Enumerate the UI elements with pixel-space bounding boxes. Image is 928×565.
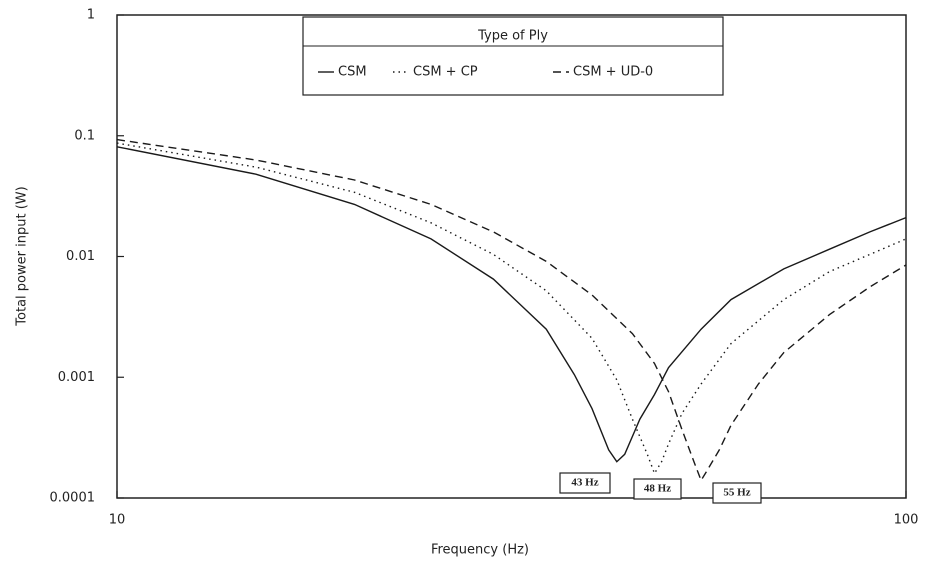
annotation-box [633,478,682,500]
annotation: 48 Hz [644,483,671,495]
y-tick-label: 0.0001 [50,491,96,506]
annotation: 55 Hz [723,487,750,499]
legend-label: CSM + UD-0 [573,65,653,80]
y-tick-label: 0.001 [58,370,95,385]
x-tick-label: 10 [109,513,126,528]
series-line [116,146,907,463]
x-axis-label: Frequency (Hz) [431,543,529,558]
legend-title: Type of Ply [477,29,548,44]
series-line [116,142,907,475]
legend-label: CSM + CP [413,65,478,80]
legend-box [302,16,724,96]
y-tick-label: 0.01 [66,249,95,264]
legend-label: CSM [338,65,367,80]
x-tick-label: 100 [894,513,919,528]
y-tick-label: 1 [87,8,95,23]
annotation-box [712,482,762,504]
series-line [116,138,907,482]
annotation-box [559,472,611,494]
annotation: 43 Hz [571,477,598,489]
y-axis-label: Total power input (W) [15,186,30,326]
y-tick-label: 0.1 [74,128,95,143]
